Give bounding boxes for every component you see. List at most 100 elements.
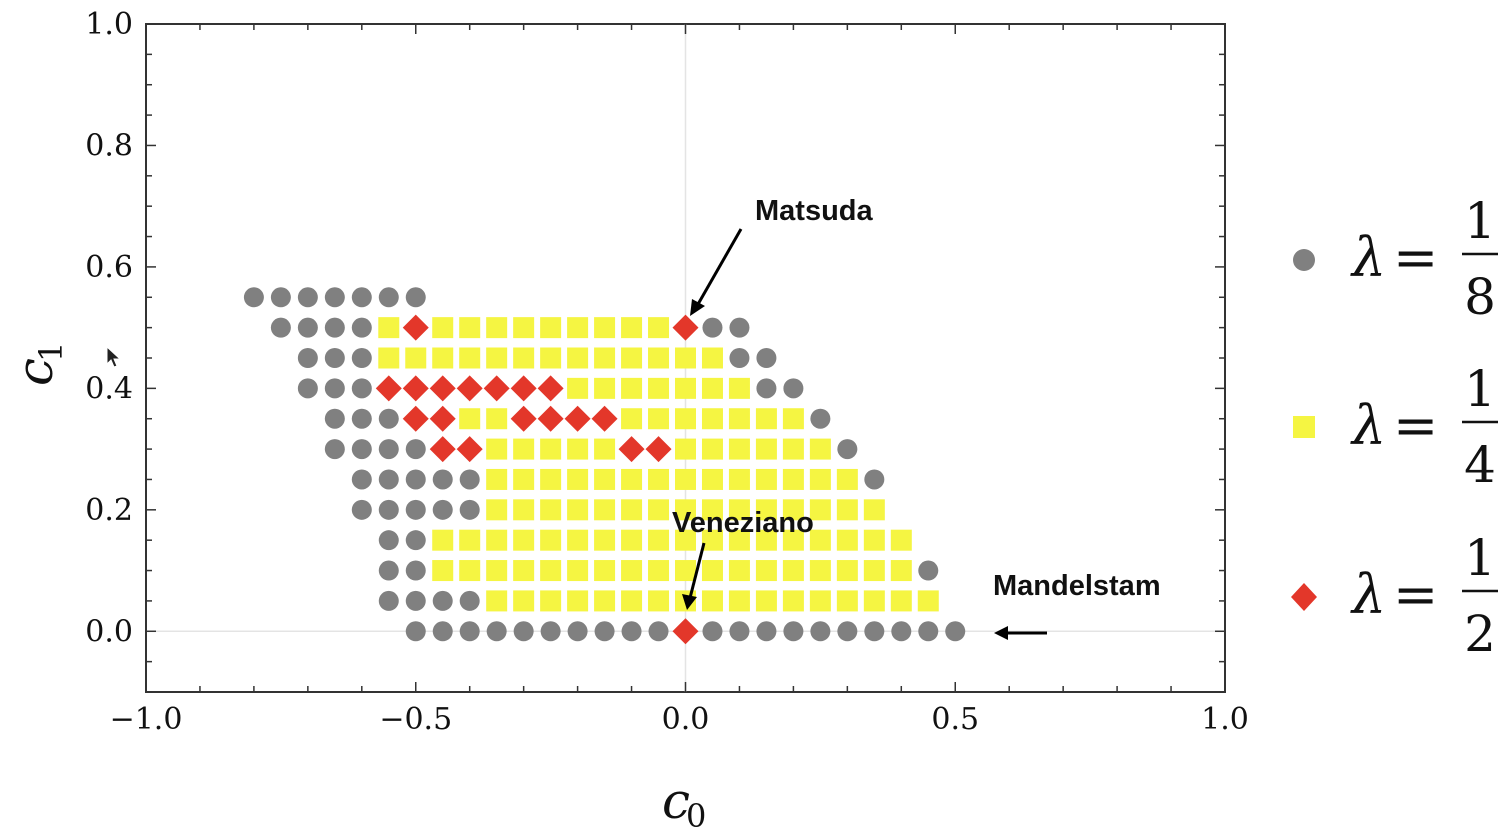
data-point-circle (378, 287, 399, 308)
data-point-square (432, 347, 454, 369)
data-point-circle (459, 621, 480, 642)
y-tick-label: 0.0 (85, 614, 133, 649)
data-point-circle (297, 348, 318, 368)
data-point-square (728, 468, 750, 490)
data-point-circle (324, 348, 345, 368)
data-point-square (728, 408, 750, 430)
legend-numerator: 1 (1464, 192, 1496, 250)
data-point-square (728, 438, 750, 460)
data-point-circle (297, 317, 318, 338)
data-point-square (378, 347, 400, 369)
data-point-square (728, 560, 750, 582)
data-point-square (782, 438, 804, 460)
annotation-veneziano-arrowhead (682, 594, 697, 610)
data-point-circle (378, 408, 399, 429)
data-point-square (890, 560, 912, 582)
data-point-square (863, 529, 885, 551)
data-point-circle (270, 317, 291, 338)
legend-eq: = (1393, 563, 1438, 626)
data-point-square (755, 468, 777, 490)
data-point-circle (486, 621, 507, 642)
data-point-square (486, 560, 508, 582)
data-point-square (540, 438, 562, 460)
data-point-square (809, 438, 831, 460)
data-point-circle (837, 439, 858, 460)
y-tick-label: 1.0 (85, 7, 133, 42)
legend-marker-diamond (1291, 583, 1317, 611)
legend-denominator: 2 (1464, 605, 1496, 663)
data-point-square (701, 408, 723, 430)
data-point-square (459, 529, 481, 551)
data-point-circle (702, 317, 723, 338)
data-point-diamond (510, 375, 537, 402)
legend-symbol: λ (1350, 394, 1386, 457)
annotation-veneziano-arrow-line (688, 542, 706, 599)
data-point-diamond (429, 375, 456, 402)
data-point-square (621, 590, 643, 612)
data-point-square (567, 529, 589, 551)
data-point-diamond (483, 375, 510, 402)
data-point-diamond (510, 405, 537, 432)
data-point-square (809, 499, 831, 521)
y-tick-label: 0.6 (85, 250, 133, 285)
data-point-square (621, 408, 643, 430)
data-point-square (459, 560, 481, 582)
data-point-square (459, 317, 481, 339)
data-point-diamond (645, 436, 672, 463)
data-point-square (540, 317, 562, 339)
data-point-square (486, 499, 508, 521)
data-point-square (755, 499, 777, 521)
data-point-square (648, 347, 670, 369)
legend-numerator: 1 (1464, 360, 1496, 418)
data-point-circle (324, 408, 345, 429)
data-point-circle (459, 469, 480, 490)
legend-item-half: λ = 1 2 (1291, 529, 1498, 663)
data-point-diamond (564, 405, 591, 432)
data-point-square (567, 560, 589, 582)
data-point-square (567, 468, 589, 490)
data-point-square (755, 408, 777, 430)
data-point-circle (378, 560, 399, 581)
axis-ticks (145, 23, 1226, 693)
data-point-circle (351, 348, 372, 368)
data-point-square (459, 347, 481, 369)
data-point-circle (756, 348, 777, 368)
data-point-square (648, 499, 670, 521)
data-point-circle (405, 621, 426, 642)
data-point-square (486, 438, 508, 460)
data-point-diamond (402, 375, 429, 402)
legend-marker-circle (1293, 249, 1315, 271)
data-point-square (513, 499, 535, 521)
data-point-square (701, 560, 723, 582)
data-point-square (513, 438, 535, 460)
data-point-circle (432, 590, 453, 611)
data-point-square (513, 529, 535, 551)
data-point-circle (351, 287, 372, 308)
data-point-square (378, 317, 400, 339)
data-point-circle (405, 560, 426, 581)
data-point-circle (729, 317, 750, 338)
data-point-circle (810, 621, 831, 642)
data-point-square (432, 560, 454, 582)
legend-numerator: 1 (1464, 529, 1496, 587)
data-point-diamond (591, 405, 618, 432)
data-point-square (513, 560, 535, 582)
y-axis-label-subscript: 1 (32, 342, 70, 362)
data-point-square (863, 499, 885, 521)
x-tick-label: 0.5 (931, 702, 979, 737)
data-point-square (648, 468, 670, 490)
tick-labels: −1.0 −0.5 0.0 0.5 1.0 0.0 0.2 0.4 0.6 0.8 1.0 (85, 7, 1249, 737)
data-point-circle (324, 378, 345, 399)
data-point-square (648, 590, 670, 612)
x-tick-label: 1.0 (1201, 702, 1249, 737)
data-point-circle (567, 621, 588, 642)
data-point-square (675, 438, 696, 460)
mouse-cursor-icon (106, 345, 122, 368)
data-point-square (675, 408, 696, 430)
data-point-square (755, 590, 777, 612)
data-point-diamond (618, 436, 645, 463)
data-point-square (836, 529, 858, 551)
data-point-circle (621, 621, 642, 642)
data-point-square (890, 590, 912, 612)
